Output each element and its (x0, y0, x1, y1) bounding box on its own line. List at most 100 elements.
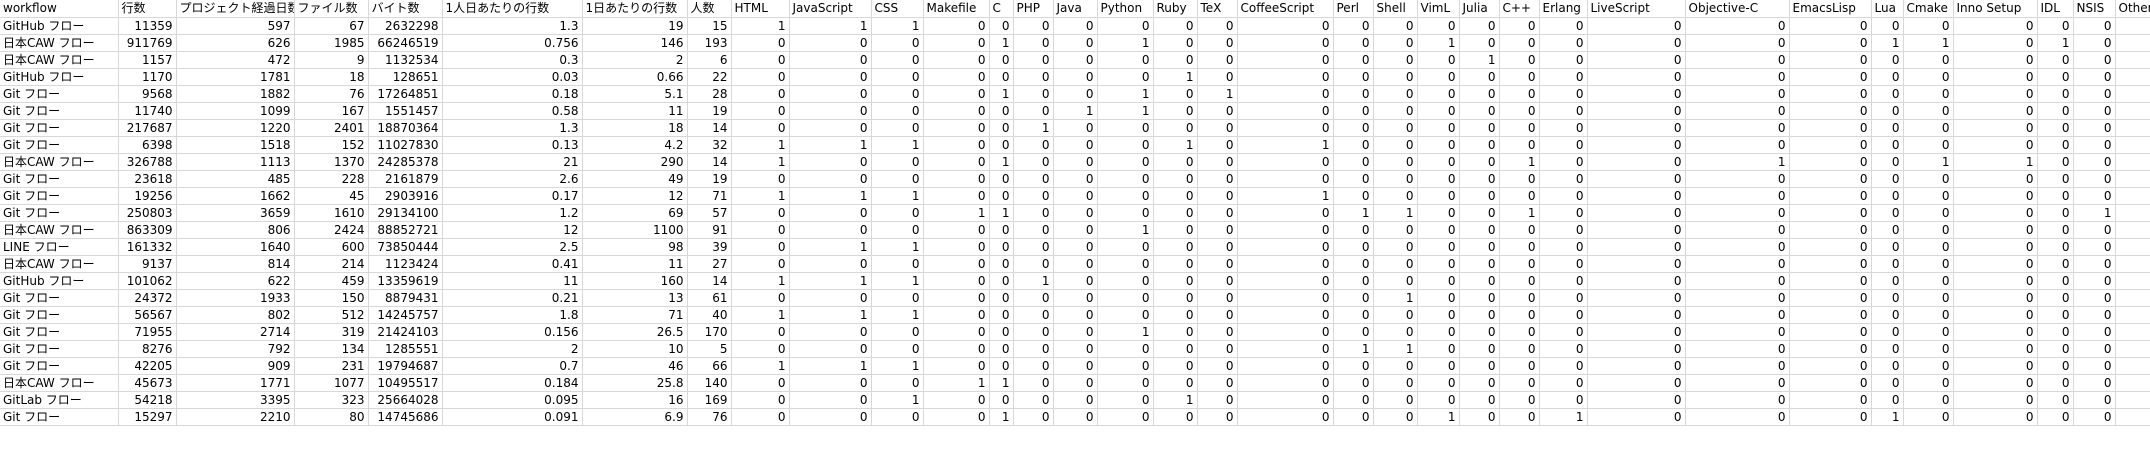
table-cell[interactable]: 0 (1685, 136, 1790, 154)
table-cell[interactable]: 0 (1333, 136, 1374, 154)
table-cell[interactable]: 0.18 (442, 85, 583, 103)
table-cell[interactable]: Git フロー (0, 187, 119, 205)
table-cell[interactable]: 21 (442, 153, 583, 171)
table-cell[interactable]: 1 (871, 17, 924, 35)
table-cell[interactable]: 0 (1685, 221, 1790, 239)
table-cell[interactable]: 0 (1417, 187, 1460, 205)
table-cell[interactable]: 1 (871, 136, 924, 154)
table-cell[interactable]: 0 (1097, 238, 1154, 256)
table-cell[interactable]: 0 (1197, 187, 1238, 205)
table-cell[interactable]: 0 (1871, 17, 1904, 35)
table-cell[interactable]: 472 (176, 51, 295, 69)
table-cell[interactable]: 0 (1685, 340, 1790, 358)
table-cell[interactable]: 14 (687, 272, 732, 290)
table-cell[interactable]: 0 (1197, 289, 1238, 307)
table-cell[interactable]: 0 (1499, 102, 1540, 120)
table-cell[interactable]: 1 (989, 153, 1014, 171)
table-cell[interactable]: 0 (1459, 204, 1500, 222)
table-cell[interactable]: Git フロー (0, 340, 119, 358)
table-cell[interactable]: 0 (1197, 221, 1238, 239)
column-header[interactable]: Shell (1373, 0, 1418, 18)
table-cell[interactable]: 0 (1953, 238, 2038, 256)
table-cell[interactable]: 0 (989, 340, 1014, 358)
table-cell[interactable]: 0 (1499, 17, 1540, 35)
table-cell[interactable]: 0 (1417, 323, 1460, 341)
table-cell[interactable]: 76 (687, 408, 732, 426)
table-cell[interactable]: 0 (1417, 357, 1460, 375)
table-cell[interactable]: 128651 (368, 68, 443, 86)
column-header[interactable]: VimL (1417, 0, 1460, 18)
table-cell[interactable]: 0 (789, 408, 872, 426)
table-cell[interactable]: 71 (582, 306, 688, 324)
table-cell[interactable]: 1370 (294, 153, 369, 171)
table-cell[interactable]: 0 (1871, 68, 1904, 86)
table-cell[interactable]: 290 (582, 153, 688, 171)
table-cell[interactable]: 0.756 (442, 34, 583, 52)
table-cell[interactable]: 0 (1871, 374, 1904, 392)
table-cell[interactable]: 0 (989, 17, 1014, 35)
table-cell[interactable]: 0 (871, 408, 924, 426)
table-cell[interactable]: 69 (582, 204, 688, 222)
table-cell[interactable]: 1 (731, 136, 790, 154)
table-cell[interactable]: 1123424 (368, 255, 443, 273)
table-cell[interactable]: 0 (1499, 323, 1540, 341)
table-cell[interactable]: 0 (1053, 136, 1098, 154)
table-cell[interactable]: 1 (789, 272, 872, 290)
table-cell[interactable]: 日本CAW フロー (0, 51, 119, 69)
table-cell[interactable]: 0 (2037, 153, 2074, 171)
table-cell[interactable]: 0 (2073, 289, 2116, 307)
table-cell[interactable]: 0 (1953, 85, 2038, 103)
table-cell[interactable]: 0 (789, 68, 872, 86)
table-cell[interactable]: 1 (1417, 408, 1460, 426)
table-cell[interactable]: 0 (1539, 306, 1588, 324)
table-cell[interactable]: 1 (1903, 34, 1954, 52)
table-cell[interactable]: 1132534 (368, 51, 443, 69)
table-cell[interactable]: 0 (1237, 357, 1334, 375)
table-cell[interactable]: 0 (1237, 272, 1334, 290)
table-cell[interactable]: 0 (1685, 408, 1790, 426)
table-cell[interactable]: 0 (1237, 68, 1334, 86)
table-cell[interactable]: 1 (989, 34, 1014, 52)
table-cell[interactable]: 0 (1097, 255, 1154, 273)
table-cell[interactable]: 1 (1237, 187, 1334, 205)
table-cell[interactable]: 0 (1539, 17, 1588, 35)
table-cell[interactable]: 0 (1373, 17, 1418, 35)
table-cell[interactable]: 0 (1587, 289, 1686, 307)
table-cell[interactable]: 0 (1953, 136, 2038, 154)
table-cell[interactable]: 0 (1871, 85, 1904, 103)
table-cell[interactable]: 0 (1013, 51, 1054, 69)
table-cell[interactable]: 0 (1013, 340, 1054, 358)
table-cell[interactable]: 日本CAW フロー (0, 153, 119, 171)
table-cell[interactable]: 0 (1053, 68, 1098, 86)
table-cell[interactable]: 1 (2073, 204, 2116, 222)
table-cell[interactable]: 3659 (176, 204, 295, 222)
table-cell[interactable]: 8276 (118, 340, 177, 358)
table-cell[interactable]: 0 (2115, 221, 2150, 239)
table-cell[interactable]: 1 (989, 408, 1014, 426)
table-cell[interactable]: 0 (1685, 204, 1790, 222)
table-cell[interactable]: 0 (1097, 374, 1154, 392)
table-cell[interactable]: 0 (1789, 102, 1872, 120)
table-cell[interactable]: 0 (1097, 408, 1154, 426)
table-cell[interactable]: 1100 (582, 221, 688, 239)
table-cell[interactable]: 0 (1053, 238, 1098, 256)
table-cell[interactable]: 0 (2073, 391, 2116, 409)
table-cell[interactable]: 0.58 (442, 102, 583, 120)
table-cell[interactable]: 11 (442, 272, 583, 290)
column-header[interactable]: EmacsLisp (1789, 0, 1872, 18)
table-cell[interactable]: 2903916 (368, 187, 443, 205)
column-header[interactable]: Lua (1871, 0, 1904, 18)
table-cell[interactable]: 1 (2037, 34, 2074, 52)
table-cell[interactable]: 0 (1685, 255, 1790, 273)
table-cell[interactable]: 0 (1789, 204, 1872, 222)
column-header[interactable]: Erlang (1539, 0, 1588, 18)
table-cell[interactable]: 0 (1153, 221, 1198, 239)
table-cell[interactable]: 23618 (118, 170, 177, 188)
table-cell[interactable]: 0 (1373, 170, 1418, 188)
table-cell[interactable]: 0 (1499, 170, 1540, 188)
table-cell[interactable]: 0 (1903, 68, 1954, 86)
table-cell[interactable]: 0 (1053, 340, 1098, 358)
table-cell[interactable]: 0 (1153, 85, 1198, 103)
table-cell[interactable]: 2.5 (442, 238, 583, 256)
table-cell[interactable]: 0 (1373, 102, 1418, 120)
